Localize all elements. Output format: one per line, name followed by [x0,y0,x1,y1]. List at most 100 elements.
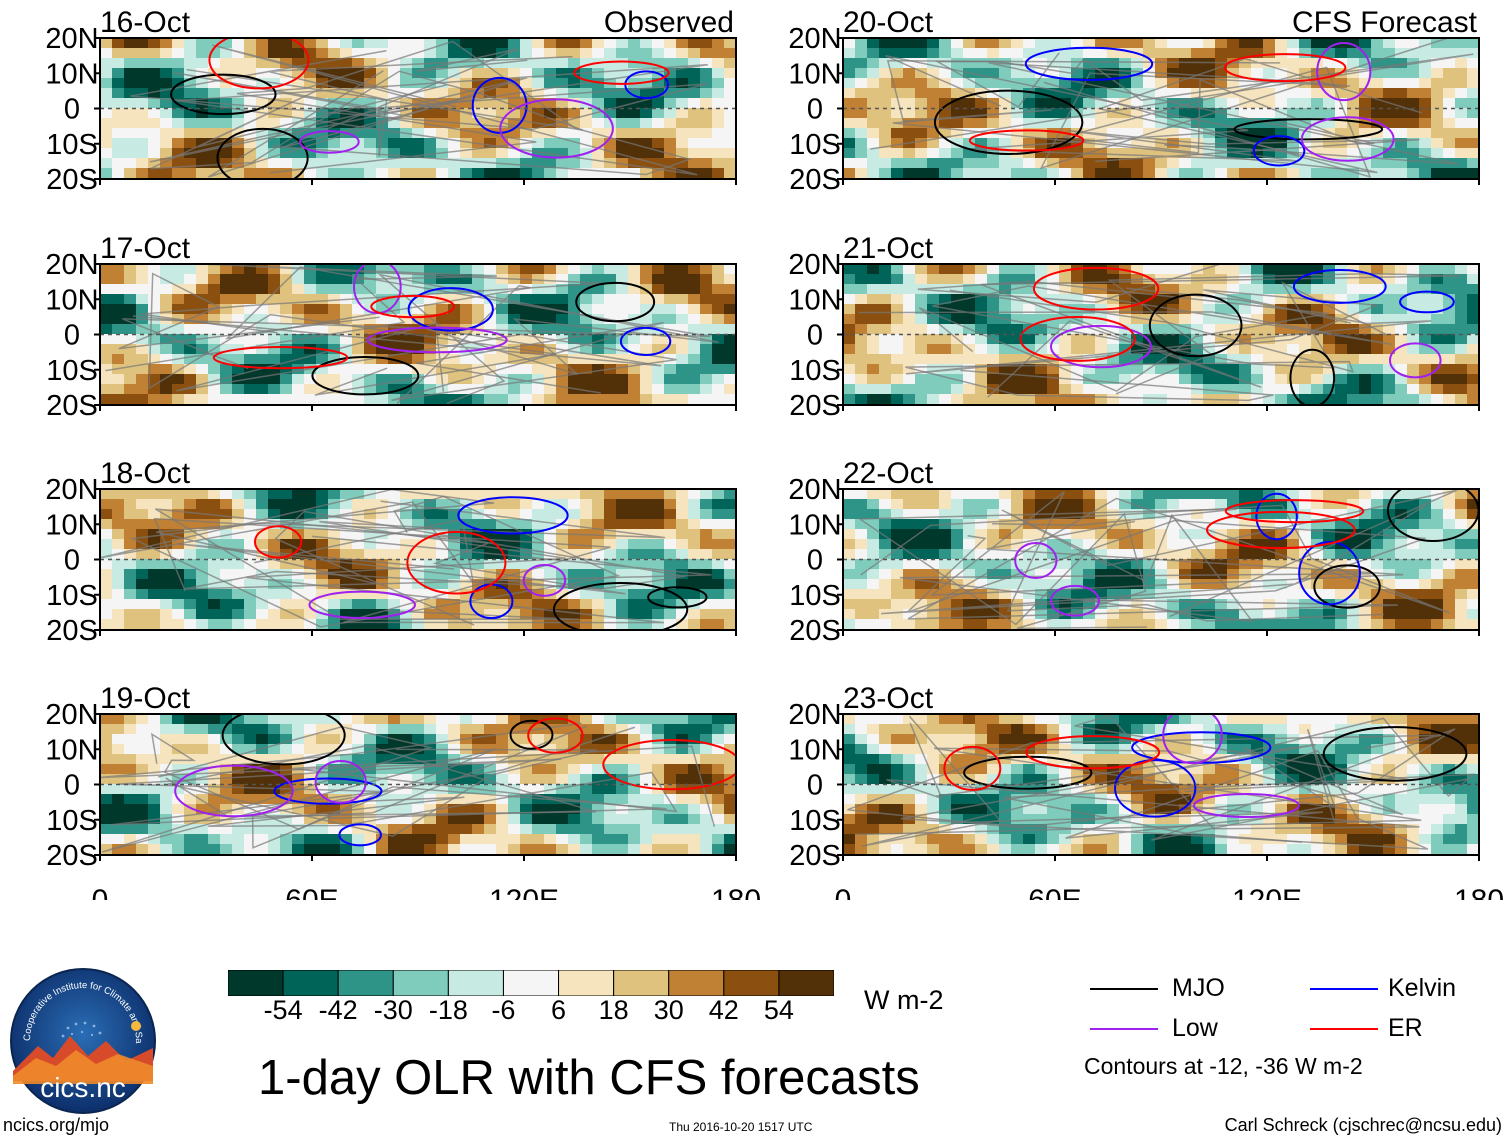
olr-cell [1443,98,1456,109]
olr-cell [963,158,976,169]
olr-cell [376,559,389,570]
er-contour [527,717,584,754]
olr-cell [232,579,245,590]
olr-cell [316,284,329,295]
olr-cell [604,714,617,725]
olr-cell [987,499,1000,510]
olr-cell [580,714,593,725]
olr-cell [1311,364,1324,375]
y-tick-label: 10S [789,129,841,161]
olr-cell [352,764,365,775]
olr-cell [1431,138,1444,149]
olr-cell [556,394,569,405]
olr-cell [1335,354,1348,365]
olr-cell [1359,38,1372,49]
olr-cell [1239,374,1252,385]
olr-cell [424,754,437,765]
olr-cell [328,499,341,510]
olr-cell [184,284,197,295]
olr-cell [1407,294,1420,305]
olr-cell [136,58,149,69]
olr-cell [256,804,269,815]
olr-cell [628,559,641,570]
olr-cell [676,264,689,275]
olr-cell [400,549,413,560]
olr-cell [1467,294,1479,305]
olr-cell [664,489,677,500]
olr-cell [304,294,317,305]
olr-cell [472,569,485,580]
olr-cell [208,158,221,169]
olr-cell [556,824,569,835]
kelvin-contour [471,76,528,134]
olr-cell [1395,38,1408,49]
olr-cell [1419,68,1432,79]
olr-cell [496,148,509,159]
olr-cell [999,274,1012,285]
olr-cell [1059,78,1072,89]
olr-cell [400,334,413,345]
olr-cell [652,499,665,510]
olr-cell [580,304,593,315]
olr-cell [652,834,665,845]
olr-cell [412,529,425,540]
olr-cell [232,599,245,610]
olr-cell [939,98,952,109]
olr-cell [724,794,736,805]
olr-cell [100,539,113,550]
olr-cell [520,764,533,775]
olr-cell [508,489,521,500]
olr-cell [352,609,365,620]
olr-cell [160,784,173,795]
olr-cell [879,98,892,109]
olr-cell [604,384,617,395]
olr-cell [1107,128,1120,139]
olr-cell [616,509,629,520]
olr-cell [232,374,245,385]
olr-cell [664,619,677,630]
olr-cell [592,754,605,765]
olr-cell [496,499,509,510]
olr-cell [580,274,593,285]
olr-cell [208,314,221,325]
olr-cell [100,98,113,109]
olr-cell [424,549,437,560]
olr-cell [640,48,653,59]
olr-cell [220,284,233,295]
olr-cell [724,158,736,169]
olr-cell [1131,334,1144,345]
olr-cell [532,519,545,530]
olr-cell [1299,489,1312,500]
olr-cell [436,304,449,315]
olr-cell [520,304,533,315]
olr-cell [544,58,557,69]
olr-cell [1239,48,1252,59]
olr-cell [364,589,377,600]
olr-cell [1011,264,1024,275]
olr-cell [951,38,964,49]
olr-cell [304,354,317,365]
olr-cell [124,48,137,59]
olr-cell [160,589,173,600]
olr-cell [652,58,665,69]
olr-cell [388,284,401,295]
olr-cell [1371,294,1384,305]
olr-cell [268,158,281,169]
olr-cell [196,589,209,600]
olr-cell [484,394,497,405]
olr-cell [460,128,473,139]
olr-cell [580,48,593,59]
olr-cell [999,354,1012,365]
olr-cell [1383,274,1396,285]
olr-cell [484,774,497,785]
olr-cell [424,804,437,815]
olr-cell [352,48,365,59]
olr-cell [1083,489,1096,500]
olr-cell [112,304,125,315]
olr-cell [867,344,880,355]
olr-cell [1407,88,1420,99]
olr-cell [292,294,305,305]
olr-cell [304,619,317,630]
olr-cell [1179,384,1192,395]
